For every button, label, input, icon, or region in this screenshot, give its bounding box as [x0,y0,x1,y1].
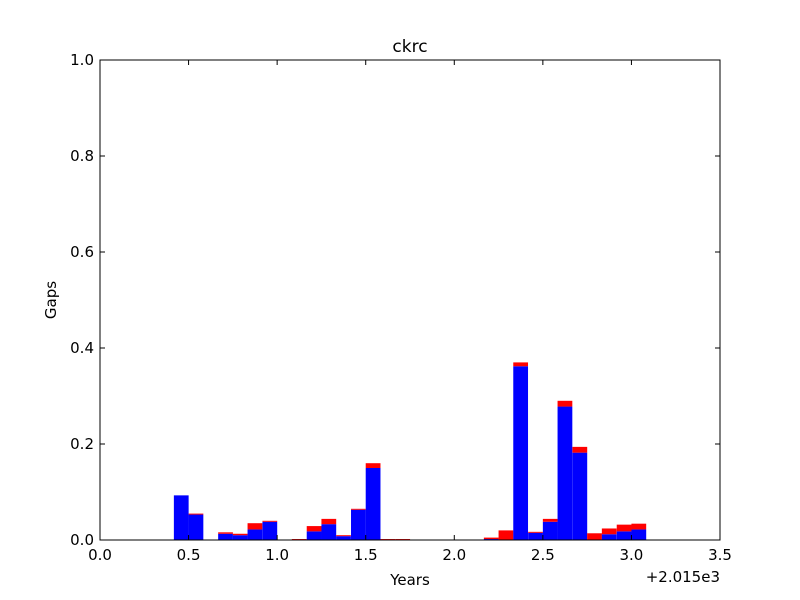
x-tick-label: 1.5 [354,546,378,564]
bar-red [218,532,233,534]
bar-blue [572,452,588,540]
bar-blue [232,535,248,540]
bar-blue [188,514,204,540]
bar-red [528,531,543,533]
bar-blue [365,468,381,540]
bar-red [498,530,514,540]
bar-blue [542,521,558,540]
bar-red [483,537,499,540]
bar-red [572,446,588,453]
x-tick-label: 0.0 [88,546,112,564]
x-tick-label: 3.5 [708,546,732,564]
bar-blue [173,495,189,540]
x-tick-label: 3.0 [619,546,643,564]
bar-red [616,524,632,532]
bar-red [247,523,263,530]
bar-blue [513,366,529,540]
bar-blue [262,521,278,540]
x-tick-label: 0.5 [177,546,201,564]
bar-red [557,400,573,407]
bar-blue [528,532,543,540]
bar-red [321,518,337,525]
tick-group: 0.0 0.5 1.0 1.5 2.0 2.5 3.0 3.5 0.0 0.2 0.4 0.6 0.8 1… [70,51,732,564]
x-tick-label: 1.0 [265,546,289,564]
bar-red [351,508,366,510]
y-tick-label: 0.0 [70,531,94,549]
x-tick-label: 2.5 [531,546,555,564]
y-axis-label: Gaps [42,281,60,319]
y-tick-label: 0.2 [70,435,94,453]
y-tick-label: 0.8 [70,147,94,165]
bar-red [232,533,248,536]
bar-blue [218,533,233,540]
plot-frame [99,59,721,541]
bar-red [631,523,647,530]
bar-red [365,463,381,468]
bar-blue [631,529,647,540]
bar-red [262,520,278,522]
bar-blue [247,529,263,540]
bar-blue [351,509,366,540]
bar-blue [336,536,351,540]
bar-group [173,362,647,540]
bar-red [601,528,617,535]
bar-red [306,526,322,532]
x-offset-label: +2.015e3 [646,568,720,586]
bar-blue [321,524,337,540]
bar-red [513,362,529,367]
plot-area [100,60,720,540]
bar-blue [616,531,632,540]
y-tick-label: 0.4 [70,339,94,357]
bar-blue [557,406,573,540]
chart-title: ckrc [392,37,427,57]
y-tick-label: 0.6 [70,243,94,261]
y-tick-label: 1.0 [70,51,94,69]
x-tick-label: 2.0 [442,546,466,564]
bar-red [336,535,351,537]
bar-blue [306,531,322,540]
bar-blue [601,534,617,540]
bar-red [188,513,204,515]
bar-red [587,533,602,540]
x-axis-label: Years [389,571,430,589]
bar-red [542,518,558,522]
